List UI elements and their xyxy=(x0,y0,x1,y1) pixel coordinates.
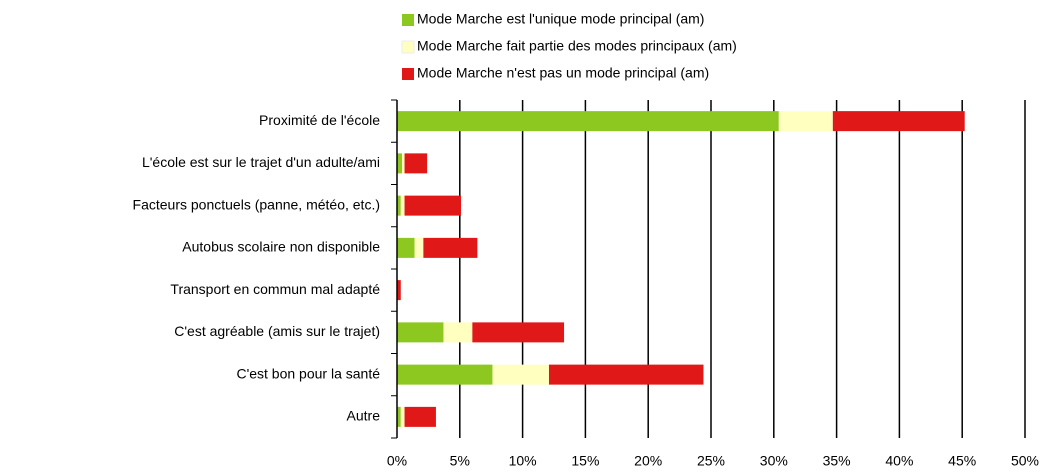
bar-segment xyxy=(404,153,428,174)
y-tick-label: Autobus scolaire non disponible xyxy=(182,239,380,255)
x-tick-label: 30% xyxy=(760,453,788,469)
bar-segment xyxy=(778,111,833,132)
legend-label: Mode Marche n'est pas un mode principal … xyxy=(417,65,709,81)
x-tick-label: 5% xyxy=(450,453,470,469)
legend-label: Mode Marche est l'unique mode principal … xyxy=(417,11,704,27)
bar-segment xyxy=(397,280,401,301)
bar-segment xyxy=(443,322,473,343)
bar-segment xyxy=(548,364,704,385)
x-tick-label: 10% xyxy=(509,453,537,469)
x-tick-label: 40% xyxy=(885,453,913,469)
bar-segment xyxy=(832,111,965,132)
y-tick-label: Facteurs ponctuels (panne, météo, etc.) xyxy=(133,196,380,212)
bar-segment xyxy=(397,322,444,343)
y-tick-label: Proximité de l'école xyxy=(259,112,380,128)
legend-label: Mode Marche fait partie des modes princi… xyxy=(417,38,737,54)
legend-swatch xyxy=(402,68,414,80)
bar-segment xyxy=(397,153,403,174)
x-tick-label: 50% xyxy=(1011,453,1039,469)
x-tick-label: 35% xyxy=(823,453,851,469)
bar-segment xyxy=(397,237,415,258)
bar-segment xyxy=(423,237,478,258)
y-tick-label: Transport en commun mal adapté xyxy=(170,281,380,297)
legend-swatch xyxy=(401,40,415,54)
x-tick-label: 15% xyxy=(571,453,599,469)
bar-segment xyxy=(397,111,779,132)
x-tick-label: 25% xyxy=(697,453,725,469)
bar-segment xyxy=(414,237,424,258)
bar-segment xyxy=(404,406,436,427)
bar-segment xyxy=(404,195,462,216)
bar-segment xyxy=(400,406,405,427)
bar-segment xyxy=(400,195,405,216)
y-tick-label: Autre xyxy=(347,408,381,424)
bar-segment xyxy=(492,364,549,385)
bar-segment xyxy=(397,406,401,427)
x-tick-label: 45% xyxy=(948,453,976,469)
x-tick-label: 20% xyxy=(634,453,662,469)
x-tick-label: 0% xyxy=(387,453,407,469)
bar-segment xyxy=(472,322,565,343)
legend-swatch xyxy=(402,14,414,26)
y-tick-label: C'est bon pour la santé xyxy=(236,365,380,381)
bar-segment xyxy=(397,195,401,216)
bar-segment xyxy=(397,364,493,385)
y-tick-label: C'est agréable (amis sur le trajet) xyxy=(174,323,380,339)
y-tick-label: L'école est sur le trajet d'un adulte/am… xyxy=(142,154,380,170)
bar-segment xyxy=(402,153,405,174)
